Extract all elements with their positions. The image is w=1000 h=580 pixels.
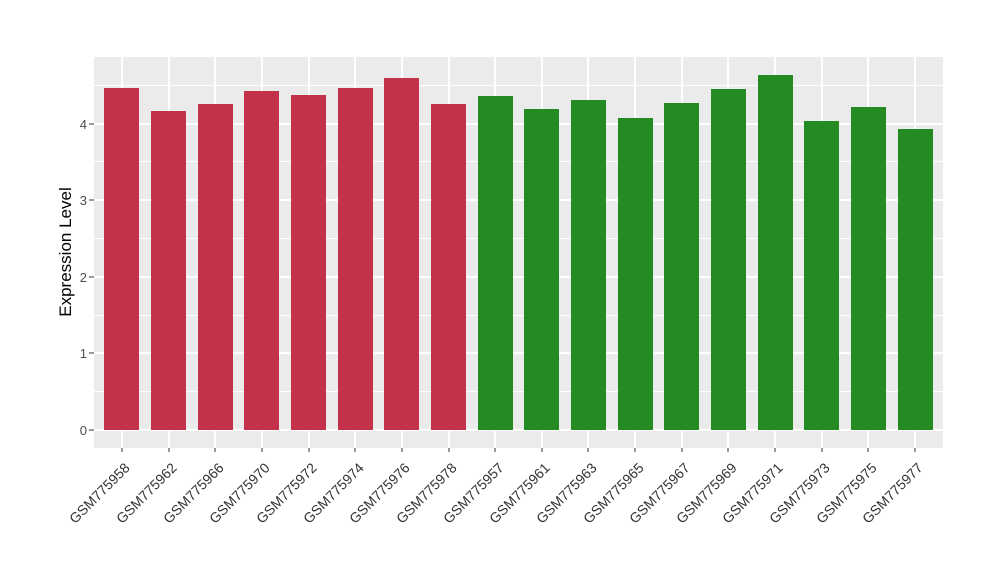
bar bbox=[524, 109, 560, 430]
x-axis-tick bbox=[494, 448, 497, 452]
bar bbox=[337, 88, 373, 430]
x-axis-tick bbox=[587, 448, 590, 452]
bar bbox=[664, 102, 700, 430]
y-tick-label: 0 bbox=[79, 423, 87, 438]
bar bbox=[197, 104, 233, 430]
x-axis-tick bbox=[540, 448, 543, 452]
x-axis-tick bbox=[867, 448, 870, 452]
bar bbox=[104, 88, 140, 430]
y-axis-tick bbox=[89, 429, 94, 431]
bar bbox=[897, 128, 933, 430]
gridline-minor bbox=[94, 238, 943, 240]
x-axis-tick bbox=[307, 448, 310, 452]
bar bbox=[244, 91, 280, 430]
x-axis-tick bbox=[820, 448, 823, 452]
y-tick-label: 4 bbox=[79, 116, 87, 132]
y-tick-label: 1 bbox=[79, 346, 87, 362]
x-axis-tick bbox=[634, 448, 637, 452]
bar bbox=[617, 118, 653, 430]
gridline-major bbox=[94, 429, 943, 431]
gridline-major bbox=[94, 275, 943, 278]
gridline-major bbox=[94, 122, 943, 125]
bar bbox=[710, 89, 746, 430]
x-axis-tick bbox=[680, 448, 683, 452]
bar bbox=[804, 120, 840, 430]
bar bbox=[757, 74, 793, 430]
bar bbox=[291, 95, 327, 430]
gridline-major bbox=[94, 199, 943, 202]
x-axis-tick bbox=[120, 448, 123, 452]
x-axis-tick bbox=[354, 448, 357, 452]
y-axis-tick bbox=[89, 122, 94, 125]
y-tick-label: 2 bbox=[79, 269, 87, 285]
gridline-minor bbox=[94, 161, 943, 163]
bar bbox=[151, 110, 187, 430]
bar bbox=[431, 103, 467, 430]
gridline-minor bbox=[94, 391, 943, 393]
bar bbox=[477, 96, 513, 430]
y-axis-tick bbox=[89, 199, 94, 202]
x-axis-tick bbox=[914, 448, 916, 452]
bar bbox=[850, 106, 886, 430]
y-tick-label: 3 bbox=[79, 193, 87, 209]
x-axis-tick bbox=[260, 448, 263, 452]
x-axis-tick bbox=[727, 448, 730, 452]
x-axis-tick bbox=[167, 448, 170, 452]
gridline-minor bbox=[94, 84, 943, 86]
x-axis-tick bbox=[447, 448, 450, 452]
x-axis-tick bbox=[774, 448, 777, 452]
x-axis-tick bbox=[400, 448, 403, 452]
y-axis-tick bbox=[89, 275, 94, 278]
x-axis-tick bbox=[214, 448, 217, 452]
y-axis-tick bbox=[89, 352, 94, 355]
bar bbox=[570, 99, 606, 430]
plot-panel bbox=[94, 57, 943, 448]
bar bbox=[384, 78, 420, 430]
gridline-minor bbox=[94, 314, 943, 316]
gridline-major bbox=[94, 352, 943, 355]
